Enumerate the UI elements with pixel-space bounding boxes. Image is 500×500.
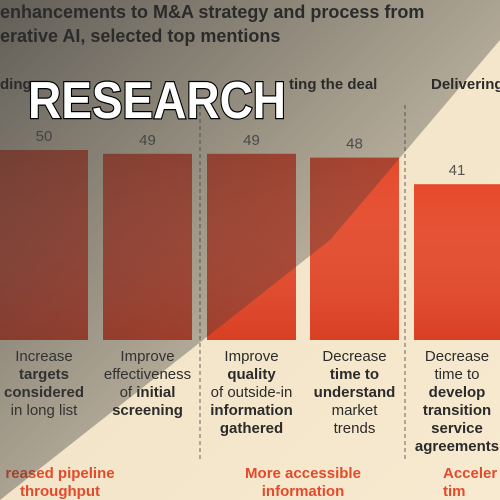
group-label: tim <box>443 483 466 500</box>
category-label: of outside-in <box>211 384 293 401</box>
category-label: screening <box>112 402 183 419</box>
label-segment: trends <box>334 420 376 437</box>
label-segment: transition <box>423 402 491 419</box>
category-label: information <box>210 402 293 419</box>
label-segment: agreements <box>415 438 499 455</box>
label-segment: time to <box>434 366 479 383</box>
category-label: trends <box>334 420 376 437</box>
bar-shade <box>414 184 500 340</box>
group-label: information <box>262 483 345 500</box>
category-label: understand <box>314 384 396 401</box>
category-label: market <box>332 402 379 419</box>
label-segment: initial <box>136 384 175 401</box>
label-segment: Decrease <box>322 348 386 365</box>
group-label: Acceler <box>443 465 497 482</box>
label-segment: develop <box>429 384 486 401</box>
label-segment: gathered <box>220 420 283 437</box>
category-label: develop <box>429 384 486 401</box>
section-header: ting the deal <box>289 76 377 93</box>
label-segment: Improve <box>224 348 278 365</box>
group-label: throughput <box>20 483 100 500</box>
chart-title: erative AI, selected top mentions <box>0 26 280 46</box>
category-label: time to <box>330 366 379 383</box>
group-label: More accessible <box>245 465 361 482</box>
category-label: gathered <box>220 420 283 437</box>
label-segment: quality <box>227 366 276 383</box>
label-segment: understand <box>314 384 396 401</box>
label-segment: screening <box>112 402 183 419</box>
label-segment: market <box>332 402 379 419</box>
label-segment: Decrease <box>425 348 489 365</box>
label-segment: service <box>431 420 483 437</box>
category-label: agreements <box>415 438 499 455</box>
category-label: service <box>431 420 483 437</box>
label-segment: information <box>210 402 293 419</box>
chart-title: enhancements to M&A strategy and process… <box>0 2 424 22</box>
category-label: Improve <box>224 348 278 365</box>
section-header: ding <box>0 76 32 93</box>
overlay-text: RESEARCH <box>28 72 286 130</box>
category-label: Decrease <box>425 348 489 365</box>
header: enhancements to M&A strategy and process… <box>0 2 500 93</box>
section-header: Delivering <box>431 76 500 93</box>
label-segment: time to <box>330 366 379 383</box>
category-label: quality <box>227 366 276 383</box>
category-label: Decrease <box>322 348 386 365</box>
data-label: 41 <box>449 162 466 179</box>
label-segment: of outside-in <box>211 384 293 401</box>
category-label: time to <box>434 366 479 383</box>
category-label: transition <box>423 402 491 419</box>
